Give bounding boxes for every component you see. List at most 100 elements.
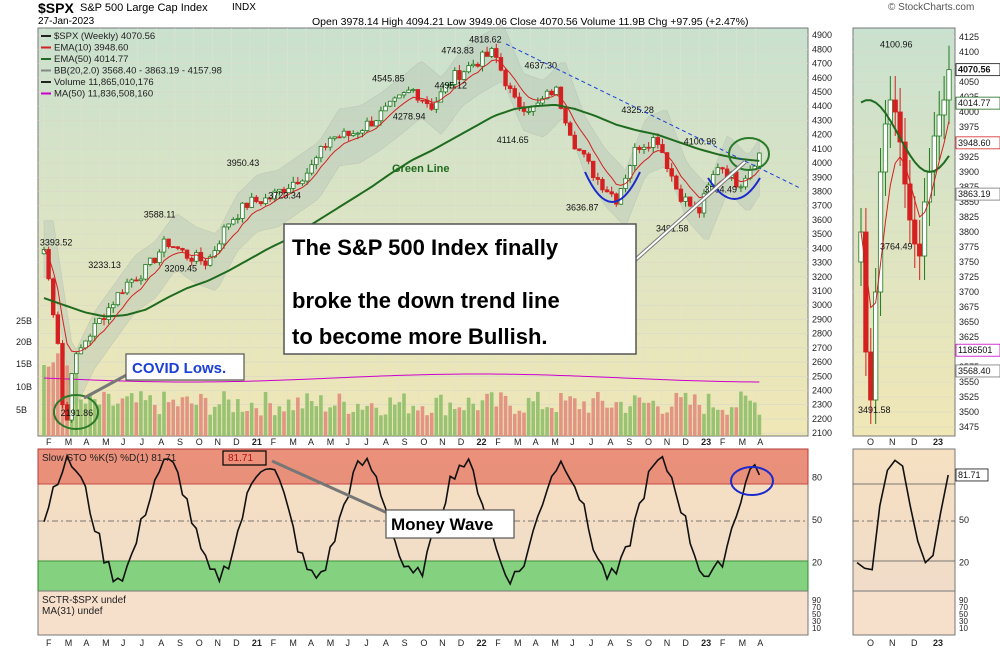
month-tick-label: A <box>83 638 89 648</box>
volume-bar <box>97 404 102 436</box>
volume-bar <box>226 399 231 436</box>
covid-callout-text: COVID Lows. <box>132 360 226 377</box>
volume-bar <box>305 393 309 436</box>
side-y-tick: 3700 <box>959 287 979 297</box>
volume-bar <box>582 401 586 436</box>
y-tick-label: 3300 <box>812 258 832 268</box>
candle-body <box>646 146 651 149</box>
month-tick-label: A <box>757 638 763 648</box>
volume-bar <box>471 403 476 436</box>
candle-body <box>101 318 107 320</box>
candle-body <box>281 188 287 194</box>
side-sctr-tick: 30 <box>959 617 968 626</box>
sctr-tick-label: 70 <box>812 603 821 612</box>
candle-body <box>554 86 559 96</box>
volume-bar <box>743 395 748 436</box>
month-tick-label: M <box>327 638 335 648</box>
green-line-label: Green Line <box>392 163 449 175</box>
side-y-tick: 3850 <box>959 197 979 207</box>
month-axis: F M A M J J A S O N D 21 F M A M J J A S O N D 22 F M A M J J A S O N D 23 F… <box>46 437 763 447</box>
side-value-box <box>955 364 1000 378</box>
volume-bar <box>448 402 452 436</box>
month-tick-label: J <box>345 638 350 648</box>
volume-bar <box>388 397 392 436</box>
candle-body <box>512 88 517 98</box>
candle-body <box>383 105 388 112</box>
side-sctr-tick: 70 <box>959 603 968 612</box>
y-tick-label: 3800 <box>812 186 832 196</box>
month-tick-label: O <box>420 437 427 447</box>
side-price-labels: 4100.96 3764.49 3491.58 <box>858 39 913 415</box>
volume-bar <box>554 412 559 436</box>
y-tick-label: 4700 <box>812 59 832 69</box>
candle-body <box>272 190 277 200</box>
volume-bar <box>342 401 346 436</box>
side-month-label: O <box>867 437 874 447</box>
side-value-box <box>955 63 1000 77</box>
volume-bar <box>674 392 679 436</box>
side-y-tick: 3500 <box>959 407 979 417</box>
side-y-tick: 3875 <box>959 182 979 192</box>
y-tick-label: 4600 <box>812 73 832 83</box>
candle-body <box>318 146 324 159</box>
month-tick-label: A <box>158 437 164 447</box>
volume-bar <box>162 391 166 436</box>
volume-bar <box>102 391 106 436</box>
month-tick-label: N <box>439 437 446 447</box>
candle-body <box>314 157 319 166</box>
volume-bar <box>485 393 489 436</box>
y-tick-label: 2800 <box>812 329 832 339</box>
candle-body <box>337 136 342 139</box>
cup-arc-right <box>707 177 761 200</box>
candle-body <box>341 130 347 138</box>
month-tick-label: A <box>383 437 389 447</box>
candle-body <box>544 90 550 100</box>
candle-body <box>618 188 624 205</box>
volume-bar <box>429 412 434 436</box>
volume-bar <box>42 365 46 436</box>
month-tick-label: O <box>196 437 203 447</box>
volume-bar <box>480 400 485 436</box>
month-tick-label: D <box>458 638 465 648</box>
side-y-tick: 3650 <box>959 317 979 327</box>
candle-body <box>120 292 125 295</box>
month-tick-label: 21 <box>252 437 262 447</box>
sctr-ma-label: MA(31) undef <box>42 606 103 617</box>
volume-bar <box>111 405 116 436</box>
y-tick-label: 2400 <box>812 386 832 396</box>
side-y-tick: 3800 <box>959 227 979 237</box>
volume-bar <box>563 400 568 436</box>
candle-body <box>138 278 144 282</box>
volume-bar <box>420 406 425 436</box>
month-tick-label: D <box>233 437 240 447</box>
candle-body <box>244 202 250 208</box>
candle-body <box>69 373 74 421</box>
month-tick-label: D <box>233 638 240 648</box>
candle-body <box>124 281 130 294</box>
price-label: 4114.65 <box>497 135 529 145</box>
volume-bar <box>642 402 646 436</box>
candle-body <box>332 136 337 139</box>
candle-body <box>678 188 684 202</box>
side-candle-body <box>863 231 869 353</box>
side-sctr-tick: 50 <box>959 610 968 619</box>
volume-bar <box>568 396 572 436</box>
side-y-tick: 3750 <box>959 257 979 267</box>
candle-body <box>207 256 213 266</box>
volume-bar <box>374 407 379 436</box>
candle-body <box>277 188 282 192</box>
month-tick-label: N <box>664 638 671 648</box>
side-candle-body <box>882 123 889 173</box>
month-tick-label: M <box>65 638 73 648</box>
side-candle-body <box>897 111 903 143</box>
candle-body <box>346 130 351 136</box>
month-tick-label: D <box>458 437 465 447</box>
volume-bar <box>300 408 305 436</box>
volume-bar <box>683 392 688 436</box>
volume-bar <box>476 410 480 436</box>
candle-body <box>600 179 605 191</box>
chart-date: 27-Jan-2023 <box>38 16 95 27</box>
volume-bar <box>434 397 439 436</box>
sctr-tick-label: 30 <box>812 617 821 626</box>
month-tick-label: O <box>420 638 427 648</box>
